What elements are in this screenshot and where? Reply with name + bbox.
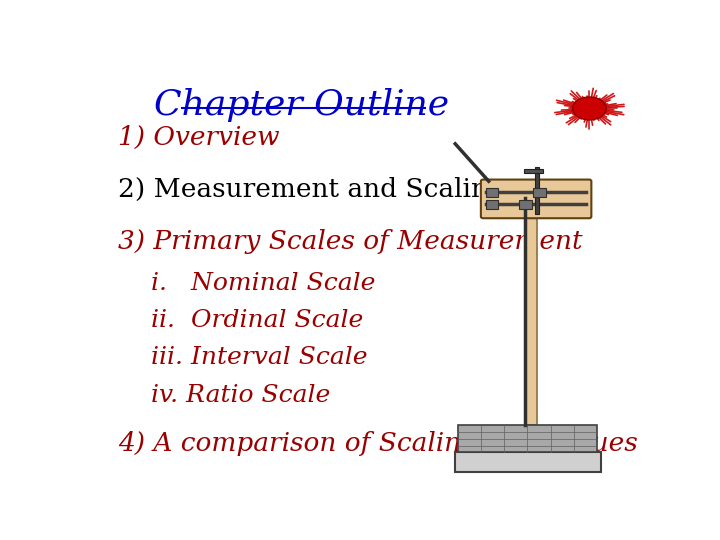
Text: iv. Ratio Scale: iv. Ratio Scale — [151, 384, 330, 407]
Bar — [535, 167, 539, 214]
Text: ii.  Ordinal Scale: ii. Ordinal Scale — [151, 309, 364, 332]
Bar — [486, 200, 498, 209]
Text: 2) Measurement and Scaling: 2) Measurement and Scaling — [118, 177, 505, 202]
Bar — [519, 200, 531, 209]
Text: i.   Nominal Scale: i. Nominal Scale — [151, 272, 376, 295]
Text: 1) Overview: 1) Overview — [118, 125, 279, 150]
FancyBboxPatch shape — [456, 453, 600, 472]
FancyBboxPatch shape — [481, 180, 591, 218]
FancyBboxPatch shape — [525, 198, 537, 426]
Bar — [486, 188, 498, 197]
Ellipse shape — [572, 97, 606, 120]
Text: 4) A comparison of Scaling Techniques: 4) A comparison of Scaling Techniques — [118, 431, 638, 456]
Text: iii. Interval Scale: iii. Interval Scale — [151, 347, 368, 369]
Bar — [534, 188, 546, 197]
Bar — [523, 168, 543, 173]
Text: Chapter Outline: Chapter Outline — [155, 87, 449, 122]
Text: 3) Primary Scales of Measurement: 3) Primary Scales of Measurement — [118, 229, 582, 254]
FancyBboxPatch shape — [459, 426, 597, 453]
